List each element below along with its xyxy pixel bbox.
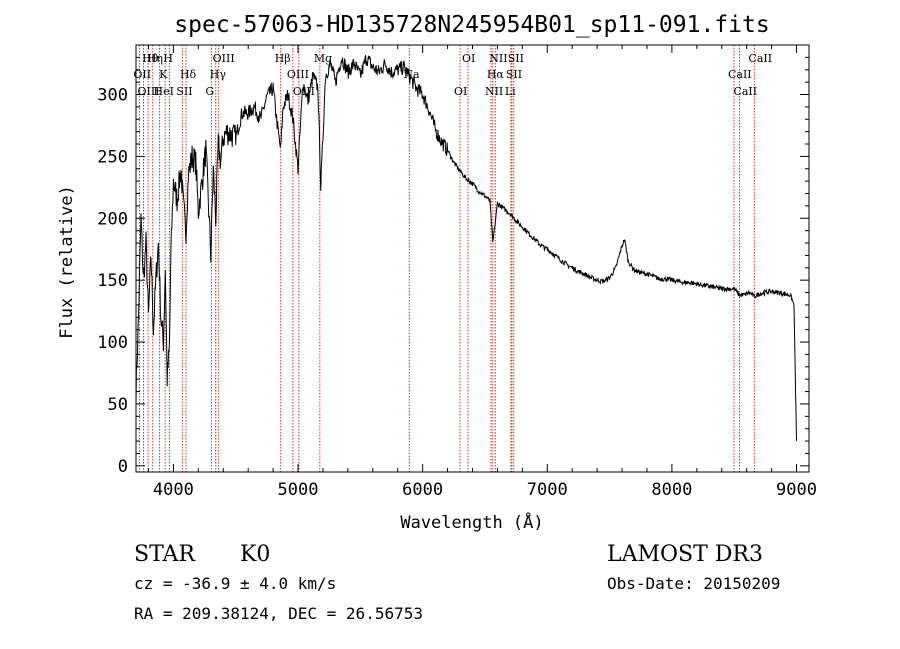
line-label: NII	[489, 52, 507, 65]
line-label: K	[159, 68, 168, 81]
line-label: CaII	[748, 52, 772, 65]
y-tick-label: 50	[108, 395, 128, 415]
line-annotations: HθOIIOIIIHηKHeIHHδSIIOIIIHγGHβOIIIOIIIMg…	[133, 52, 772, 98]
line-label: Hδ	[180, 68, 197, 81]
y-axis-label: Flux (relative)	[57, 185, 77, 339]
object-class: STAR	[134, 542, 196, 567]
y-tick-label: 300	[97, 86, 128, 106]
line-label: SII	[508, 52, 524, 65]
line-label: Mg	[314, 52, 332, 65]
y-axis-ticks: 0 50 100 150 200 250 300	[97, 56, 809, 477]
line-label: NII	[485, 85, 503, 98]
redshift-cz: cz = -36.9 ± 4.0 km/s	[134, 574, 336, 593]
line-label: HeI	[154, 85, 174, 98]
y-tick-label: 100	[97, 333, 128, 353]
line-label: G	[205, 85, 214, 98]
line-label: OI	[454, 85, 467, 98]
observation-date: Obs-Date: 20150209	[607, 574, 780, 593]
line-label: Hθ	[142, 52, 159, 65]
line-label: Li	[505, 85, 516, 98]
survey-name: LAMOST DR3	[607, 542, 763, 567]
x-tick-label: 6000	[402, 480, 443, 500]
y-tick-label: 0	[118, 457, 128, 477]
x-tick-label: 5000	[278, 480, 319, 500]
x-tick-label: 4000	[153, 480, 194, 500]
x-axis-ticks: 4000 5000 6000 7000 8000 9000	[147, 45, 817, 500]
spectrum-line	[135, 55, 797, 442]
chart-title: spec-57063-HD135728N245954B01_sp11-091.f…	[174, 12, 769, 38]
line-label: Hα	[487, 68, 505, 81]
y-tick-label: 150	[97, 271, 128, 291]
y-tick-label: 200	[97, 209, 128, 229]
line-label: Hγ	[210, 68, 227, 81]
plot-frame	[135, 44, 810, 473]
line-label: Hη	[147, 52, 163, 65]
line-label: SII	[506, 68, 522, 81]
object-subclass: K0	[240, 542, 270, 567]
emission-line-markers	[138, 45, 755, 472]
x-tick-label: 9000	[776, 480, 817, 500]
line-label: OIII	[287, 68, 309, 81]
line-label: CaII	[733, 85, 757, 98]
spectrum-series	[135, 55, 797, 442]
x-axis-label: Wavelength (Å)	[400, 511, 543, 533]
ra-dec-coordinates: RA = 209.38124, DEC = 26.56753	[134, 604, 423, 623]
line-label: H	[163, 52, 173, 65]
line-label: Hβ	[275, 52, 291, 65]
x-tick-label: 7000	[527, 480, 568, 500]
line-label: SII	[176, 85, 192, 98]
y-tick-label: 250	[97, 147, 128, 167]
x-tick-label: 8000	[651, 480, 692, 500]
line-label: OII	[133, 68, 151, 81]
line-label: OIII	[213, 52, 235, 65]
line-label: CaII	[728, 68, 752, 81]
line-label: OI	[462, 52, 475, 65]
